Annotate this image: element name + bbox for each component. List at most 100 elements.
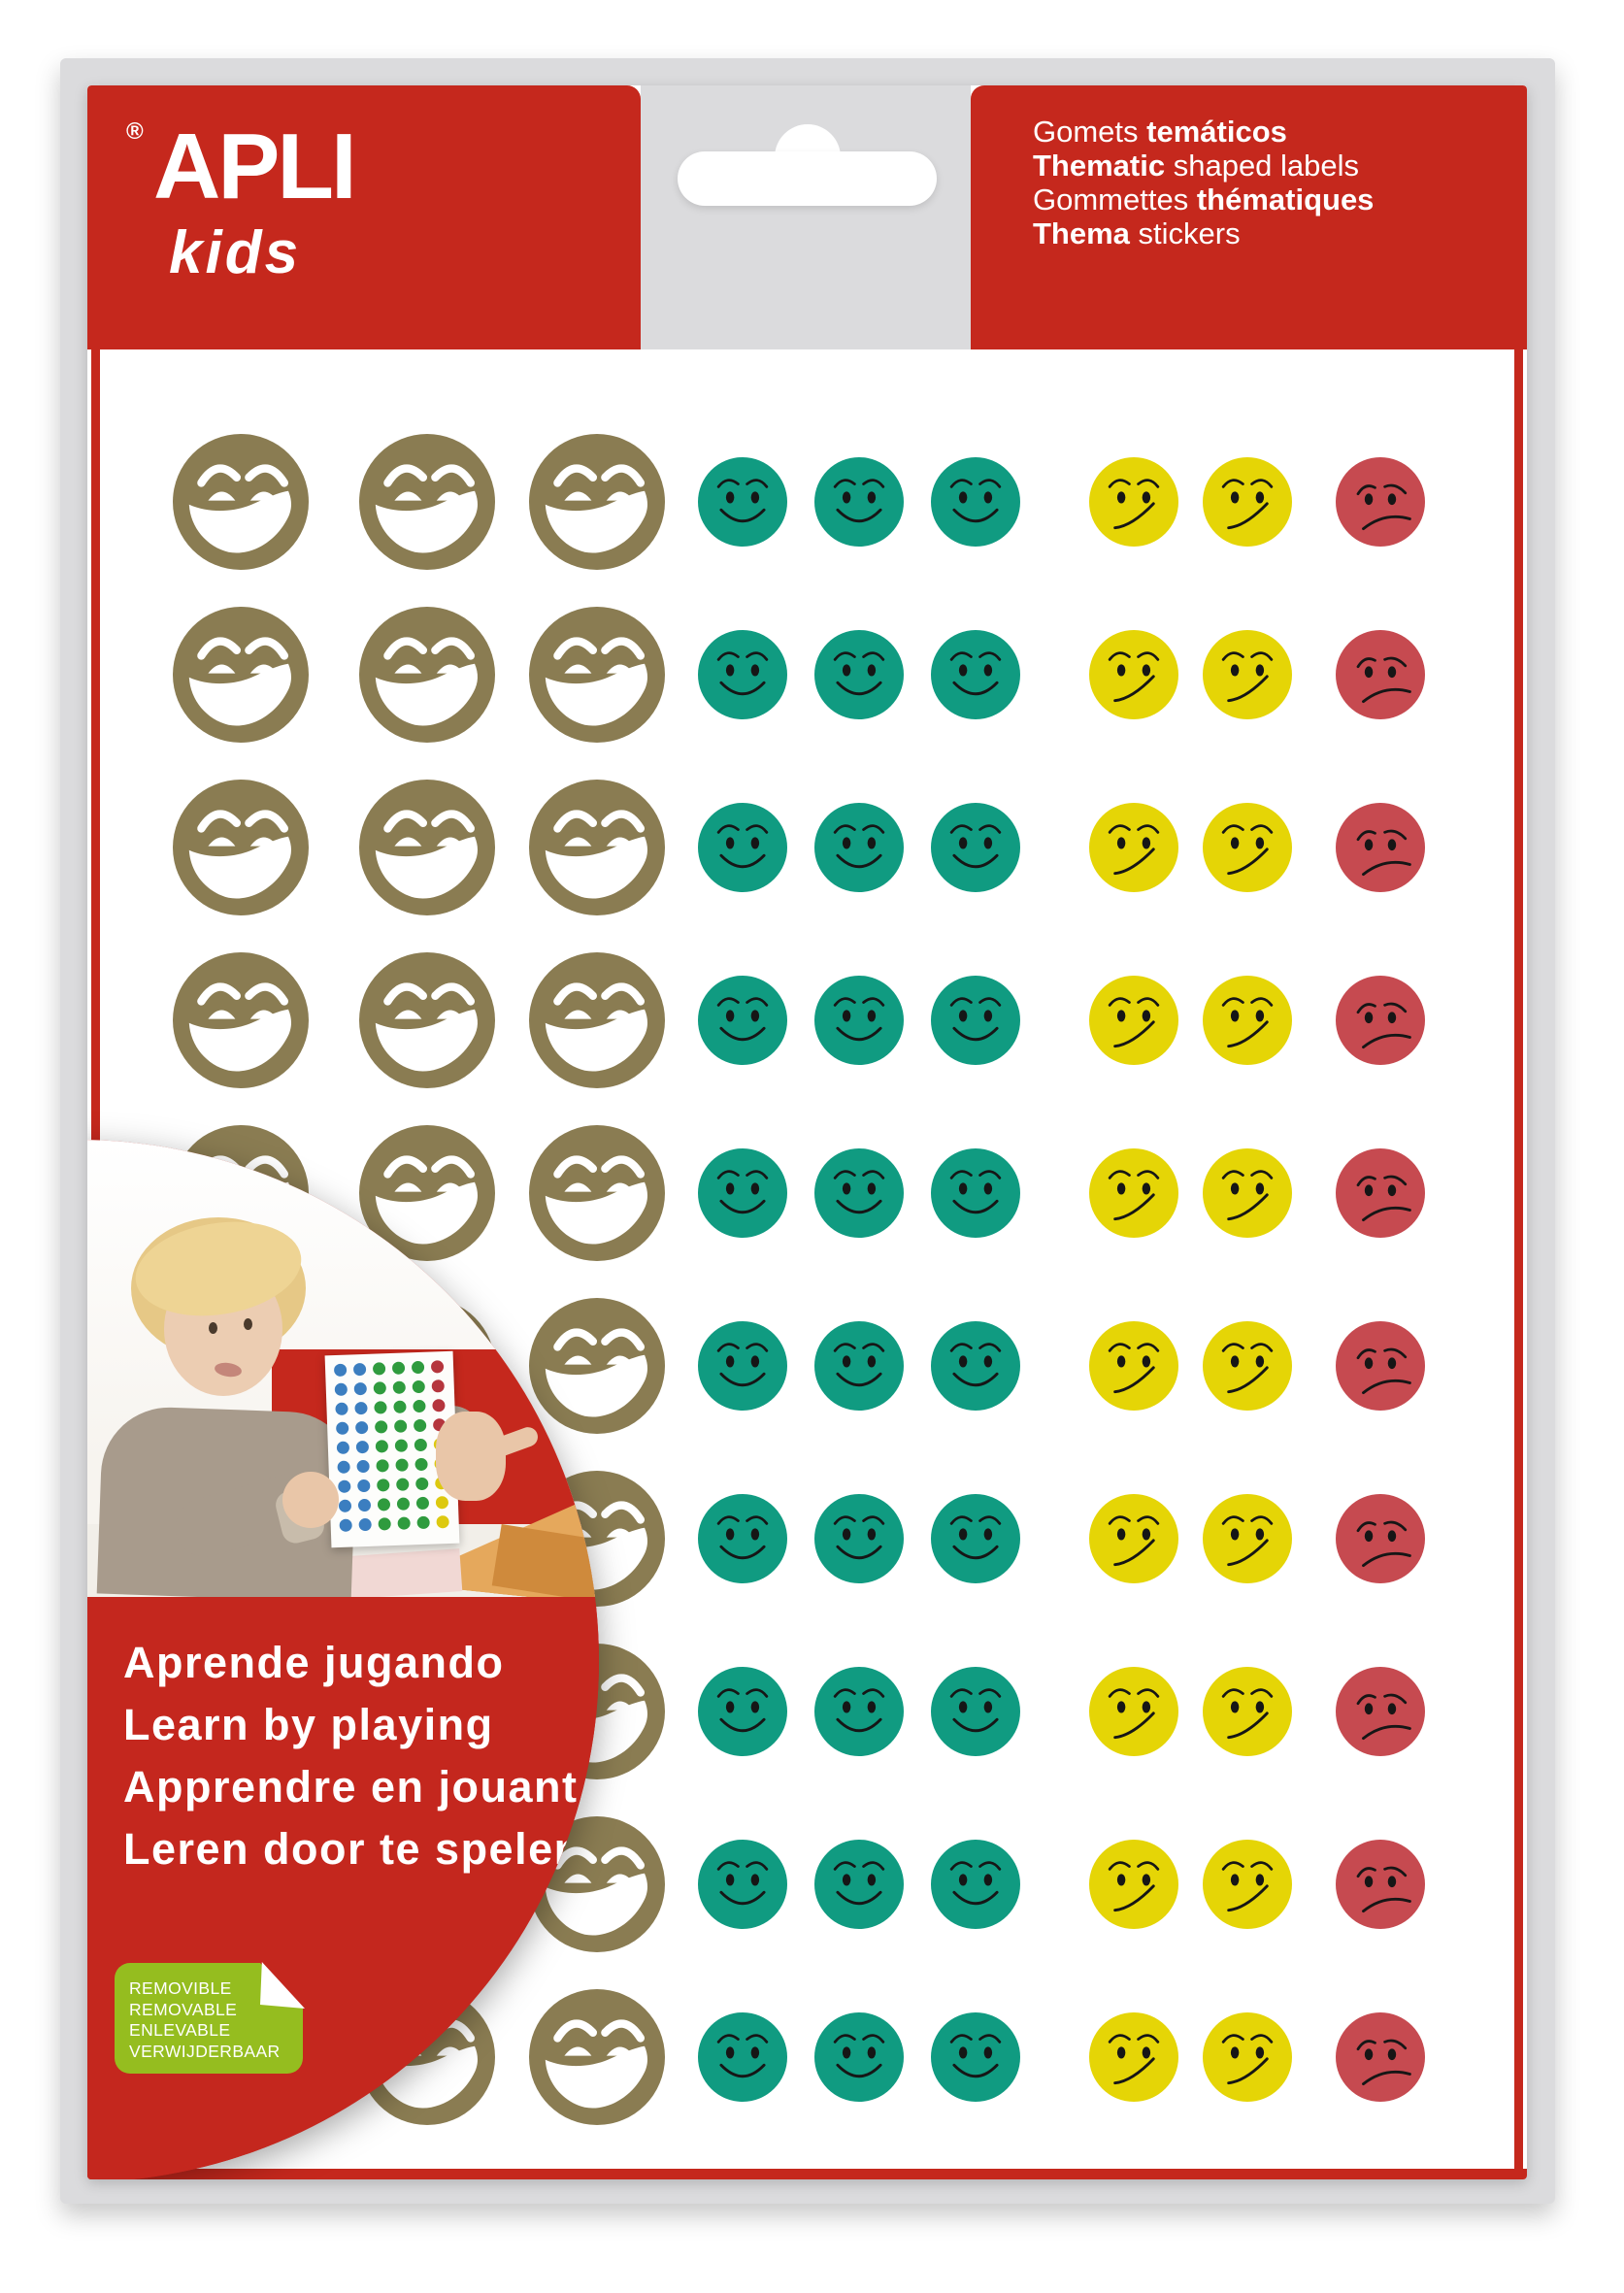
held-sheet-dots — [333, 1360, 450, 1532]
green-happy-smiley — [814, 1840, 904, 1929]
yellow-neutral-smiley — [1203, 1667, 1292, 1756]
green-happy-smiley — [931, 1494, 1020, 1583]
tagline-line: Learn by playing — [123, 1700, 494, 1749]
green-happy-smiley — [814, 1667, 904, 1756]
mini-sticker-dot — [333, 1363, 348, 1378]
mini-sticker-dot — [396, 1478, 410, 1491]
product-title-line: Thema stickers — [1033, 216, 1241, 250]
mini-sticker-dot — [358, 1517, 372, 1532]
mini-sticker-dot — [414, 1457, 428, 1472]
gold-laughing-smiley — [173, 607, 309, 743]
child-photo — [87, 1140, 599, 1597]
red-sad-smiley — [1336, 630, 1425, 719]
gold-laughing-smiley — [529, 607, 665, 743]
green-happy-smiley — [698, 2012, 787, 2102]
mini-sticker-dot — [396, 1497, 411, 1511]
green-happy-smiley — [814, 630, 904, 719]
sticker-sheet: ® APLI kids Gomets temáticos Thematic sha… — [87, 85, 1527, 2179]
green-happy-smiley — [931, 1840, 1020, 1929]
mini-sticker-dot — [435, 1496, 449, 1510]
mini-sticker-dot — [397, 1516, 411, 1530]
mini-sticker-dot — [377, 1479, 390, 1492]
mini-sticker-dot — [335, 1402, 348, 1416]
mini-sticker-dot — [334, 1382, 348, 1397]
mini-sticker-dot — [378, 1517, 391, 1531]
green-happy-smiley — [814, 1494, 904, 1583]
mini-sticker-dot — [411, 1360, 425, 1375]
mini-sticker-dot — [394, 1439, 409, 1452]
yellow-neutral-smiley — [1203, 803, 1292, 892]
green-happy-smiley — [814, 803, 904, 892]
mini-sticker-dot — [414, 1438, 428, 1452]
badge-line: REMOVIBLE — [129, 1978, 232, 1998]
green-happy-smiley — [698, 1667, 787, 1756]
gold-laughing-smiley — [529, 780, 665, 915]
tagline-line: Aprende jugando — [123, 1638, 505, 1687]
gold-laughing-smiley — [173, 952, 309, 1088]
mini-sticker-dot — [376, 1459, 389, 1473]
green-happy-smiley — [931, 976, 1020, 1065]
green-happy-smiley — [698, 1840, 787, 1929]
mini-sticker-dot — [413, 1399, 426, 1413]
yellow-neutral-smiley — [1089, 1840, 1178, 1929]
green-happy-smiley — [931, 2012, 1020, 2102]
child-eye — [209, 1322, 217, 1334]
green-happy-smiley — [698, 976, 787, 1065]
gold-laughing-smiley — [359, 780, 495, 915]
gold-laughing-smiley — [529, 952, 665, 1088]
badge-line: VERWIJDERBAAR — [129, 2041, 281, 2061]
tagline-line: Leren door te spelen — [123, 1824, 582, 1874]
promo-circle-overlay: Aprende jugando Learn by playing Apprendre… — [87, 1140, 599, 2179]
mini-sticker-dot — [395, 1458, 409, 1472]
brand-name: APLI — [153, 115, 357, 218]
tagline-red-area: Aprende jugando Learn by playing Apprendre… — [87, 1597, 599, 2179]
sub-brand-name: kids — [169, 219, 302, 286]
mini-sticker-dot — [393, 1400, 407, 1413]
badge-line: REMOVABLE — [129, 1999, 238, 2019]
sheet-border-bottom — [87, 2169, 1527, 2179]
green-happy-smiley — [698, 803, 787, 892]
mini-sticker-dot — [432, 1399, 446, 1412]
mini-sticker-dot — [337, 1460, 350, 1474]
mini-sticker-dot — [430, 1360, 445, 1374]
red-sad-smiley — [1336, 1321, 1425, 1411]
mini-sticker-dot — [431, 1379, 445, 1393]
yellow-neutral-smiley — [1203, 1321, 1292, 1411]
red-sad-smiley — [1336, 803, 1425, 892]
mini-sticker-dot — [356, 1459, 370, 1474]
gold-laughing-smiley — [173, 434, 309, 570]
mini-sticker-dot — [357, 1479, 371, 1493]
yellow-neutral-smiley — [1089, 803, 1178, 892]
red-sad-smiley — [1336, 457, 1425, 547]
yellow-neutral-smiley — [1203, 457, 1292, 547]
mini-sticker-dot — [377, 1498, 391, 1512]
mini-sticker-dot — [353, 1381, 368, 1396]
green-happy-smiley — [814, 976, 904, 1065]
mini-sticker-dot — [436, 1515, 449, 1529]
yellow-neutral-smiley — [1203, 630, 1292, 719]
red-sad-smiley — [1336, 1667, 1425, 1756]
yellow-neutral-smiley — [1089, 1148, 1178, 1238]
green-happy-smiley — [931, 630, 1020, 719]
mini-sticker-dot — [335, 1421, 349, 1435]
mini-sticker-dot — [357, 1498, 372, 1512]
removable-badge: REMOVIBLE REMOVABLE ENLEVABLE VERWIJDERBAAR — [115, 1963, 303, 2074]
child-eye — [244, 1318, 252, 1330]
mini-sticker-dot — [355, 1440, 370, 1454]
mini-sticker-dot — [338, 1499, 352, 1512]
mini-sticker-dot — [392, 1380, 407, 1394]
yellow-neutral-smiley — [1203, 1494, 1292, 1583]
green-happy-smiley — [814, 457, 904, 547]
red-sad-smiley — [1336, 2012, 1425, 2102]
yellow-neutral-smiley — [1089, 1667, 1178, 1756]
green-happy-smiley — [698, 1494, 787, 1583]
yellow-neutral-smiley — [1089, 2012, 1178, 2102]
green-happy-smiley — [814, 1148, 904, 1238]
red-sad-smiley — [1336, 1840, 1425, 1929]
mini-sticker-dot — [372, 1362, 386, 1376]
green-happy-smiley — [931, 1667, 1020, 1756]
hang-tab — [678, 151, 937, 206]
mini-sticker-dot — [413, 1418, 427, 1433]
mini-sticker-dot — [374, 1420, 388, 1434]
